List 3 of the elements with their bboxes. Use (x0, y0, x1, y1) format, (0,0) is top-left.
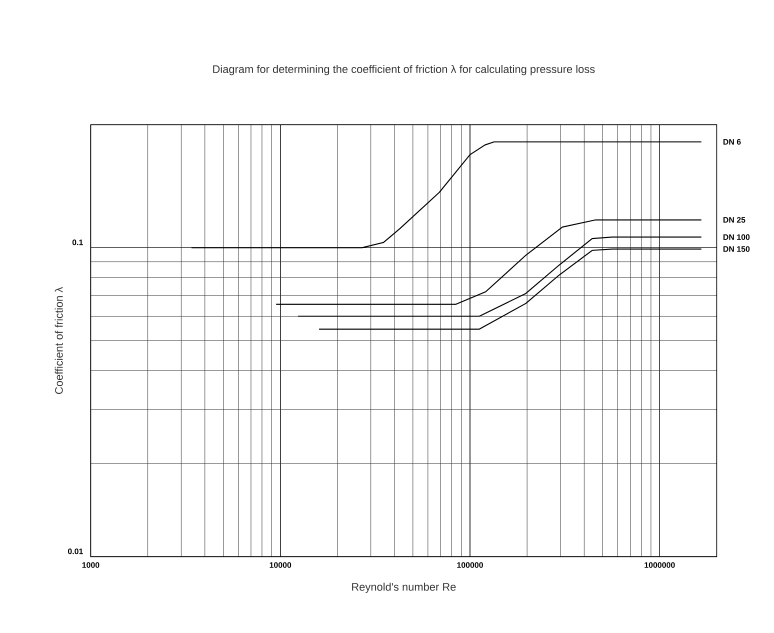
y-axis-title: Coefficient of friction λ (54, 287, 63, 394)
x-axis-title: Reynold's number Re (352, 582, 456, 593)
chart-title: Diagram for determining the coefficient of friction λ for calculating pressure loss (213, 64, 595, 76)
